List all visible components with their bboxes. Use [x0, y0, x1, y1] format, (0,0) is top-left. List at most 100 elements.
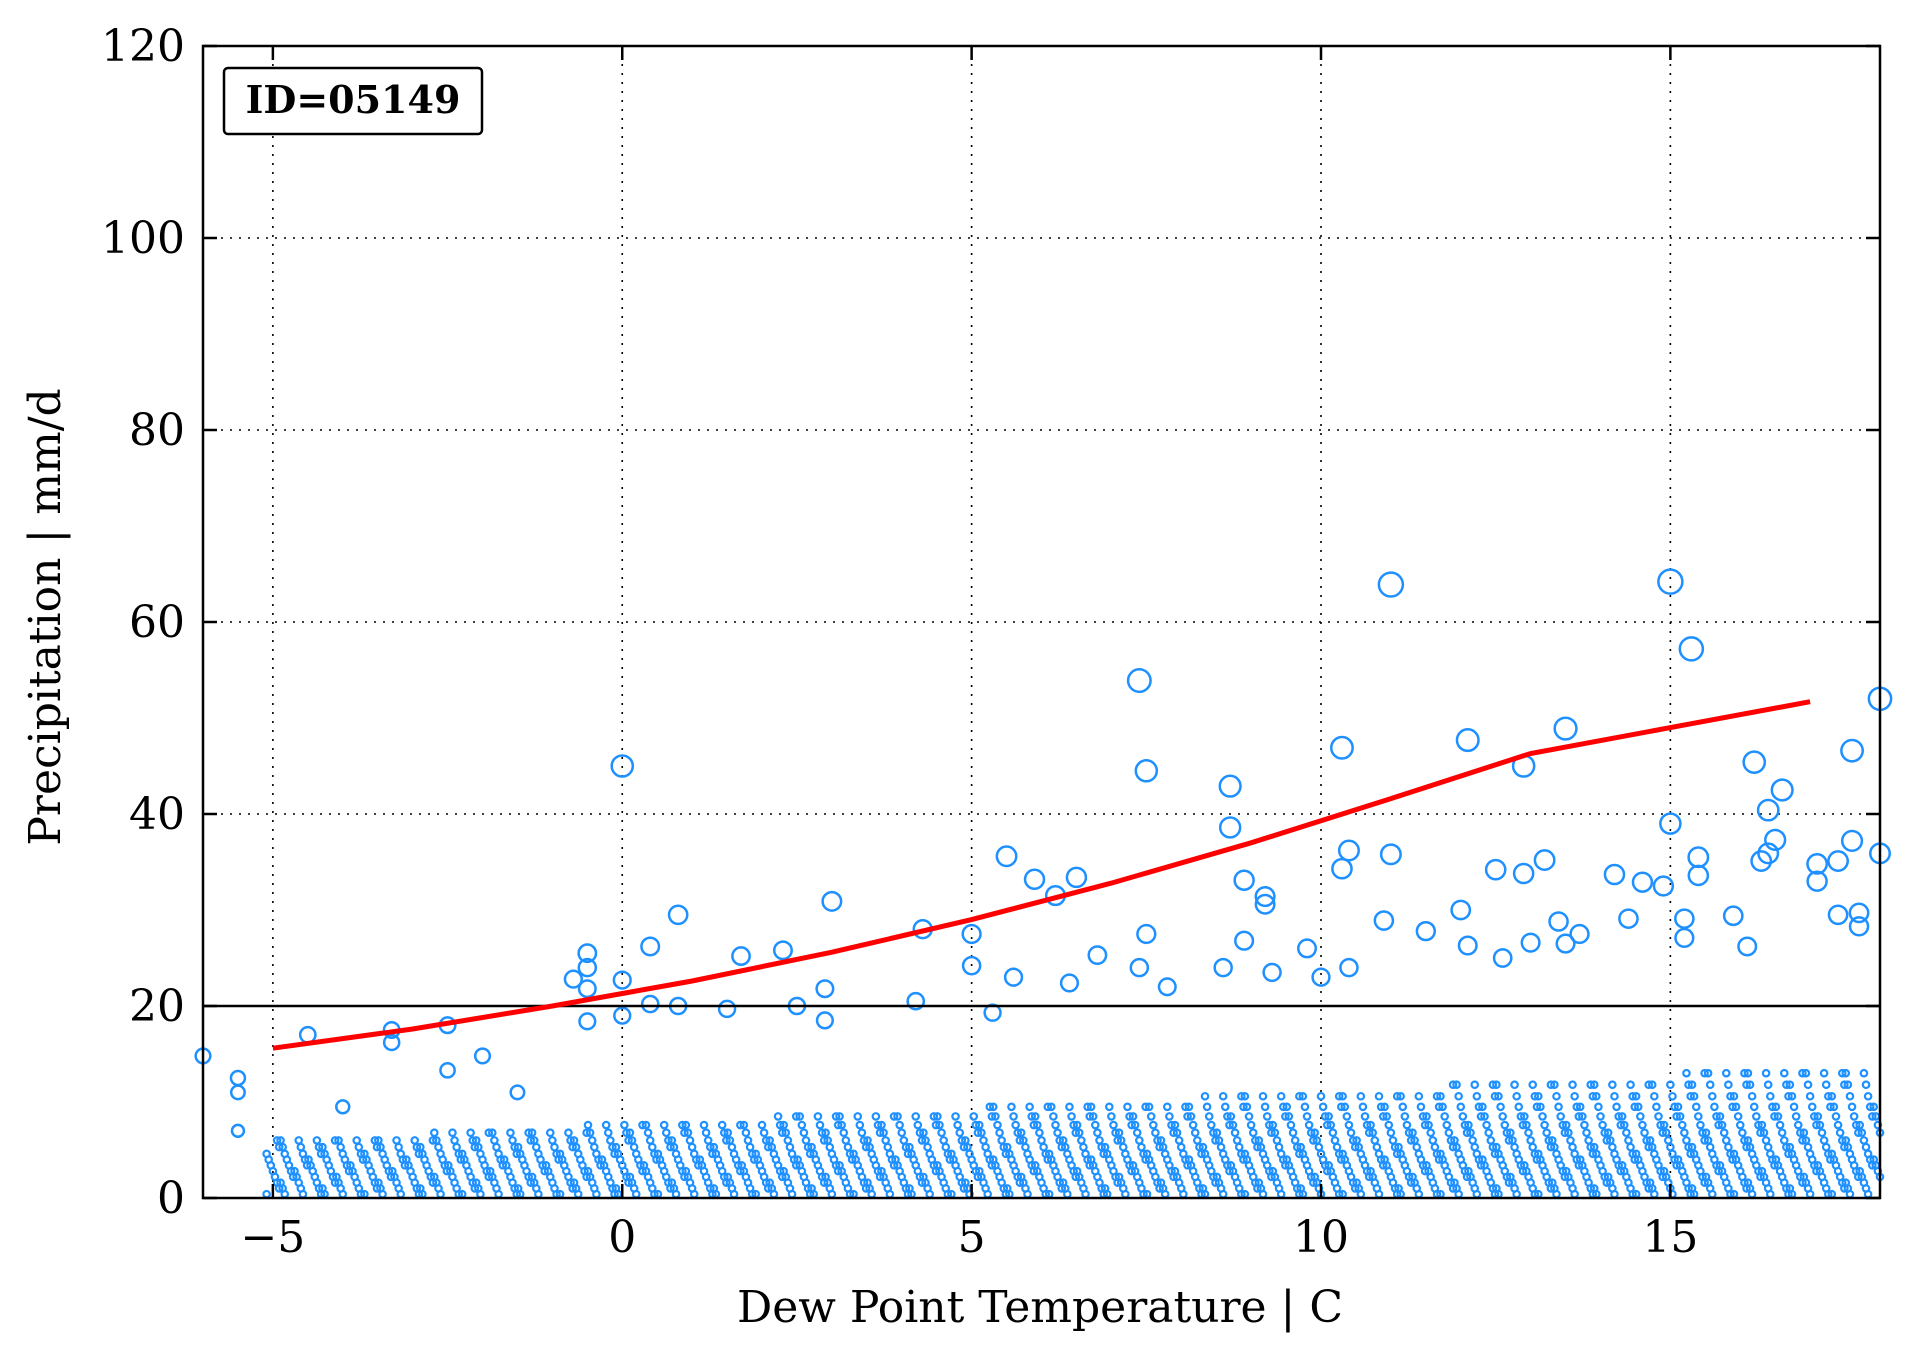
data-point [1002, 1142, 1012, 1152]
data-point [1298, 1091, 1308, 1101]
data-point [1542, 1128, 1551, 1138]
data-point [1373, 910, 1395, 931]
data-point [1757, 842, 1780, 865]
data-point [1848, 916, 1870, 937]
data-point [1701, 1172, 1711, 1182]
data-point [1268, 1120, 1278, 1130]
data-point [1654, 1112, 1663, 1121]
data-point [1212, 1172, 1222, 1182]
scatter-points [194, 568, 1893, 1139]
data-point [923, 1142, 932, 1152]
data-point [1568, 1142, 1577, 1152]
data-point [354, 1142, 364, 1152]
data-point [1805, 1091, 1815, 1101]
data-point [1633, 1102, 1643, 1112]
data-point [318, 1184, 327, 1193]
data-point [1398, 1102, 1408, 1112]
data-point [1480, 1112, 1489, 1121]
data-point [1626, 1080, 1635, 1090]
data-point [1358, 1102, 1368, 1112]
data-point [783, 1136, 793, 1145]
data-point [1847, 1102, 1857, 1112]
data-point [1176, 1142, 1186, 1152]
data-point [979, 1136, 988, 1145]
data-point [1186, 1112, 1196, 1121]
data-point [1532, 1102, 1542, 1112]
data-point [1520, 932, 1541, 953]
data-point [819, 1136, 829, 1145]
data-point [1322, 1120, 1332, 1130]
data-point [1815, 1120, 1825, 1130]
data-point [1198, 1142, 1208, 1152]
data-point [1819, 1136, 1829, 1145]
data-point [352, 1136, 362, 1145]
data-point [1756, 1128, 1765, 1138]
data-point [1508, 1136, 1517, 1145]
data-point [1622, 1128, 1631, 1138]
data-point [1743, 1178, 1753, 1187]
data-point [577, 943, 598, 964]
data-point [881, 1136, 890, 1145]
data-point [787, 1149, 797, 1159]
data-point [1059, 973, 1080, 993]
data-point [1378, 1112, 1388, 1121]
data-point [1348, 1136, 1358, 1145]
data-point [1547, 1178, 1557, 1187]
data-point [1444, 1128, 1454, 1138]
data-point [1384, 1120, 1394, 1130]
data-point [947, 1149, 956, 1159]
data-point [988, 1102, 998, 1112]
data-point [1188, 1120, 1198, 1130]
data-point [807, 1142, 816, 1152]
data-point [835, 1112, 844, 1121]
data-point [1058, 1178, 1068, 1187]
data-point [921, 1136, 930, 1145]
data-point [1492, 948, 1513, 968]
data-point [1619, 1120, 1629, 1130]
data-point [841, 1136, 851, 1145]
data-point [1645, 1136, 1655, 1145]
data-point [1442, 1120, 1452, 1130]
data-point [1422, 1161, 1431, 1170]
data-point [1044, 1149, 1054, 1159]
data-point [1512, 862, 1535, 885]
data-point [1113, 1136, 1122, 1145]
data-point [627, 1136, 637, 1145]
data-point [1512, 1091, 1521, 1101]
data-point [448, 1128, 457, 1138]
data-point [1251, 1136, 1260, 1145]
data-point [625, 1128, 635, 1138]
data-point [937, 1128, 946, 1138]
data-point [1240, 1149, 1250, 1159]
data-point [1831, 1112, 1841, 1121]
data-point [703, 1136, 713, 1145]
data-point [1803, 1142, 1813, 1152]
data-point [667, 1178, 677, 1187]
data-point [1478, 1155, 1487, 1164]
data-point [466, 1128, 475, 1138]
data-point [709, 1184, 719, 1193]
data-point [1498, 1112, 1507, 1121]
data-point [577, 979, 597, 999]
data-point [1464, 1166, 1473, 1176]
data-point [304, 1155, 313, 1164]
data-point [1065, 866, 1088, 889]
data-point [1608, 1080, 1617, 1090]
data-point [1510, 1142, 1519, 1152]
data-point [436, 1149, 445, 1159]
data-point [1190, 1128, 1200, 1138]
data-point [1678, 636, 1705, 662]
data-point [993, 1120, 1002, 1130]
data-point [911, 1112, 921, 1121]
data-point [1136, 923, 1157, 945]
data-point [987, 1112, 997, 1121]
data-point [492, 1142, 501, 1152]
data-point [1617, 1112, 1627, 1121]
data-point [885, 1149, 895, 1159]
data-point [1457, 935, 1478, 956]
data-point [785, 1142, 795, 1152]
data-point [1630, 1102, 1640, 1112]
data-point [1063, 1149, 1072, 1159]
data-point [1123, 1102, 1132, 1112]
data-point [825, 1142, 835, 1152]
